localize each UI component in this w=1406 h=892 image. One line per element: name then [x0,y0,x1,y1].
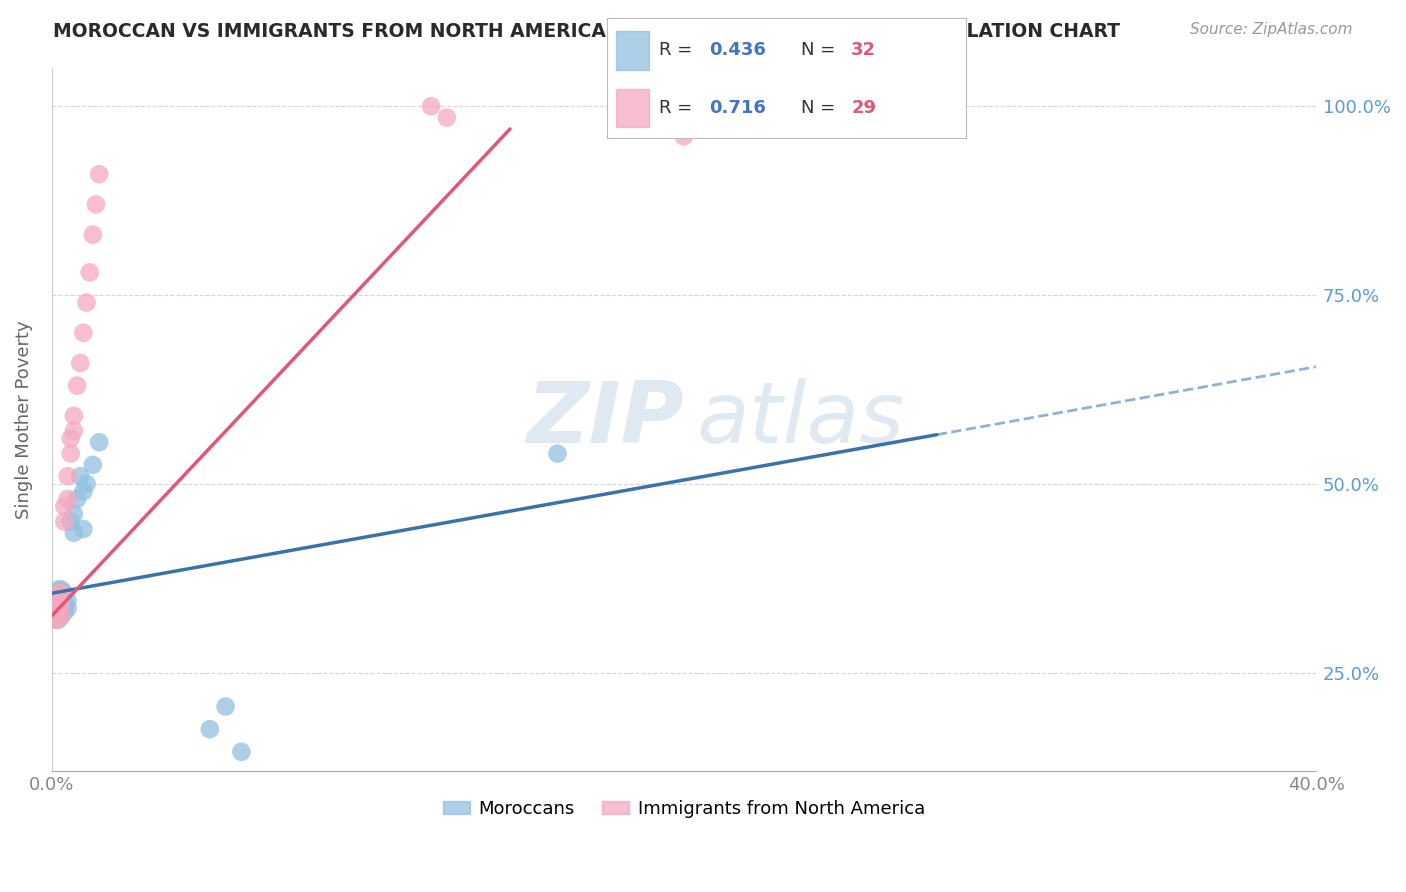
Point [198,722,221,736]
Point [53,586,76,600]
Point [56,491,79,506]
Point [72,326,94,340]
Point [46,605,69,619]
Point [69,469,91,483]
Point [72,484,94,499]
Point [44,598,66,612]
Text: 0.716: 0.716 [710,99,766,117]
Point [56,601,79,615]
Point [214,699,236,714]
Point [231,745,253,759]
Point [53,598,76,612]
Point [46,582,69,597]
Point [44,598,66,612]
Point [59,515,82,529]
Point [56,469,79,483]
Point [66,378,89,392]
Point [51,608,73,623]
Text: R =: R = [659,41,699,60]
Point [56,594,79,608]
Point [82,458,104,472]
Point [46,594,69,608]
Point [63,507,86,521]
Point [46,586,69,600]
Point [53,500,76,514]
Point [46,598,69,612]
Point [76,295,98,310]
Text: R =: R = [659,99,699,117]
Point [44,613,66,627]
Y-axis label: Single Mother Poverty: Single Mother Poverty [15,320,32,519]
FancyBboxPatch shape [616,31,648,70]
Text: ZIP: ZIP [526,378,683,461]
Text: 0.436: 0.436 [710,41,766,60]
Point [84,197,107,211]
Text: N =: N = [801,41,841,60]
Point [89,167,111,181]
Point [72,522,94,536]
Point [46,605,69,619]
Point [59,447,82,461]
Point [53,605,76,619]
Point [44,605,66,619]
Point [46,590,69,604]
Point [46,613,69,627]
Text: 29: 29 [851,99,876,117]
Point [69,356,91,370]
Point [546,447,568,461]
Text: atlas: atlas [696,378,904,461]
Point [51,594,73,608]
Point [51,586,73,600]
Point [44,586,66,600]
FancyBboxPatch shape [616,89,648,128]
Point [53,515,76,529]
Point [89,435,111,450]
Text: MOROCCAN VS IMMIGRANTS FROM NORTH AMERICA SINGLE MOTHER POVERTY CORRELATION CHAR: MOROCCAN VS IMMIGRANTS FROM NORTH AMERIC… [53,22,1121,41]
Point [63,525,86,540]
Point [51,598,73,612]
Point [63,409,86,423]
Point [66,491,89,506]
Point [436,111,458,125]
Text: 32: 32 [851,41,876,60]
Point [46,613,69,627]
Point [672,129,695,144]
Text: N =: N = [801,99,841,117]
Point [59,432,82,446]
Point [51,601,73,615]
Text: Source: ZipAtlas.com: Source: ZipAtlas.com [1189,22,1353,37]
Point [44,594,66,608]
Point [51,608,73,623]
Point [82,227,104,242]
Point [420,99,443,113]
Legend: Moroccans, Immigrants from North America: Moroccans, Immigrants from North America [436,792,932,825]
Point [63,424,86,438]
Point [76,476,98,491]
Point [44,605,66,619]
Point [51,582,73,597]
Point [79,265,101,279]
